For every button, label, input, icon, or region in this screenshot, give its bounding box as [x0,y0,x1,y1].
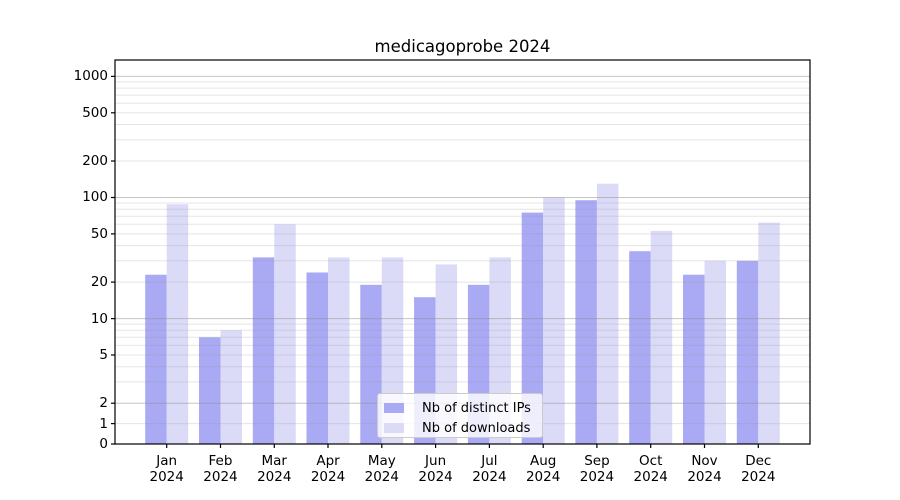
x-tick-month: Nov [691,453,718,469]
y-tick-label-100: 100 [82,189,108,206]
x-tick-month: Apr [316,453,340,469]
x-tick-year: 2024 [310,468,346,485]
x-tick-year: 2024 [687,468,722,485]
bar-downloads-feb [220,330,242,444]
legend-entry-distinct-ips: Nb of distinct IPs [384,398,542,418]
x-tick-year: 2024 [364,468,399,485]
x-tick-year: 2024 [257,468,292,485]
x-tick-year: 2024 [525,468,561,485]
bar-downloads-oct [650,230,673,444]
x-tick-year: 2024 [633,468,668,485]
x-tick-year: 2024 [149,468,184,485]
bar-distinct-ips-aug [521,212,544,444]
legend-label-downloads: Nb of downloads [422,420,531,436]
y-tick-label-0: 0 [99,436,108,452]
y-tick-label-2: 2 [99,395,108,412]
x-tick-month: Jul [481,453,498,469]
x-tick-label-dec: Dec 2024 [728,453,788,485]
x-tick-month: Sep [584,453,610,469]
x-tick-year: 2024 [418,468,453,485]
legend-entry-downloads: Nb of downloads [384,418,542,438]
y-tick-label-1000: 1000 [73,68,108,85]
bar-distinct-ips-oct [629,251,651,444]
bar-distinct-ips-may [360,284,382,444]
y-tick-label-20: 20 [90,274,108,291]
bar-distinct-ips-apr [306,272,328,444]
y-tick-label-50: 50 [90,225,108,242]
x-tick-label-feb: Feb 2024 [190,453,250,485]
bar-distinct-ips-feb [199,337,221,444]
legend: Nb of distinct IPs Nb of downloads [377,393,543,438]
bar-distinct-ips-jan [145,274,167,444]
x-tick-label-aug: Aug 2024 [513,453,573,485]
y-tick-label-5: 5 [99,347,108,363]
chart-title: medicagoprobe 2024 [374,37,551,56]
y-tick-label-200: 200 [82,153,108,169]
bar-downloads-jan [166,204,189,444]
bar-distinct-ips-mar [252,257,275,444]
x-tick-month: Jun [425,453,447,469]
bar-downloads-sep [596,183,619,444]
bar-downloads-nov [704,260,726,444]
x-tick-label-may: May 2024 [352,453,412,485]
bar-downloads-dec [758,222,780,444]
x-tick-month: Feb [208,453,233,469]
x-tick-year: 2024 [579,468,615,485]
y-tick-label-10: 10 [90,310,108,327]
x-tick-label-sep: Sep 2024 [567,453,627,485]
x-tick-label-mar: Mar 2024 [244,453,304,485]
y-tick-label-1: 1 [99,415,108,432]
x-tick-year: 2024 [472,468,507,485]
legend-swatch-distinct-ips [384,403,404,413]
x-tick-year: 2024 [741,468,776,485]
x-tick-month: May [367,453,396,469]
bar-downloads-mar [274,224,296,444]
bar-downloads-apr [328,257,350,444]
legend-label-distinct-ips: Nb of distinct IPs [422,400,531,416]
y-tick-label-500: 500 [82,104,108,121]
plot-border [114,59,811,445]
x-tick-month: Dec [745,453,772,469]
bar-distinct-ips-nov [683,274,705,444]
x-tick-label-apr: Apr 2024 [298,453,358,485]
x-tick-month: Aug [529,453,557,469]
x-tick-label-jul: Jul 2024 [459,453,519,485]
x-tick-label-jan: Jan 2024 [137,453,197,485]
x-tick-month: Mar [261,453,287,469]
bar-downloads-aug [543,197,565,444]
x-tick-month: Jan [156,453,178,469]
x-tick-year: 2024 [203,468,238,485]
legend-swatch-downloads [384,423,404,433]
x-tick-label-oct: Oct 2024 [621,453,681,485]
x-tick-month: Oct [639,453,663,469]
x-tick-label-jun: Jun 2024 [406,453,466,485]
x-tick-label-nov: Nov 2024 [675,453,735,485]
bar-distinct-ips-sep [575,200,597,444]
bar-distinct-ips-dec [736,260,759,444]
